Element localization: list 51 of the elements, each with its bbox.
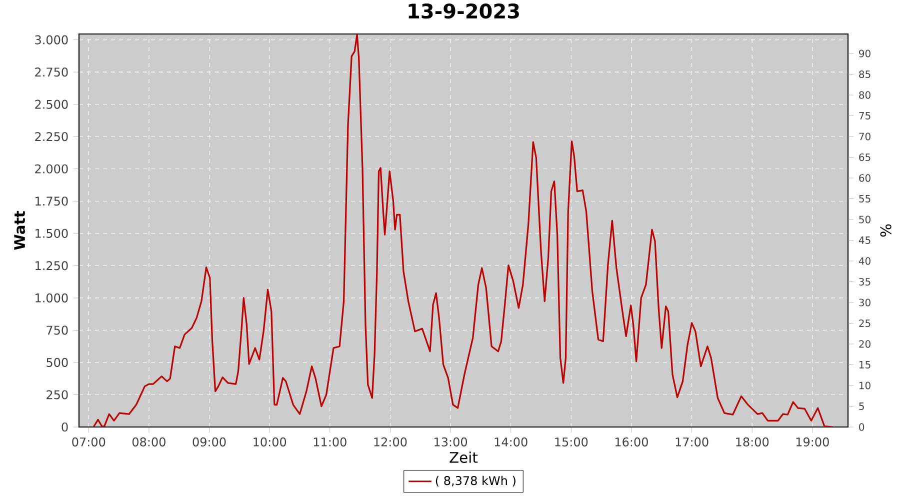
y2-tick-label: 30 (859, 298, 870, 306)
x-tick-label: 10:00 (254, 437, 286, 446)
x-tick-label: 08:00 (132, 437, 166, 446)
x-tick-label: 16:00 (616, 437, 648, 446)
legend-label: ( 8,378 kWh ) (436, 476, 516, 487)
y2-tick-label: 20 (859, 340, 870, 348)
y-axis-title: Watt (14, 211, 26, 250)
x-tick-label: 07:00 (72, 437, 106, 446)
chart-title: 13-9-2023 (408, 3, 519, 19)
y2-tick-label: 40 (858, 257, 870, 265)
y2-tick-label: 50 (859, 216, 870, 224)
y2-axis-title: % (880, 224, 892, 237)
y-tick-label: 500 (46, 358, 68, 368)
y-tick-label: 1.000 (36, 293, 68, 302)
y-tick-label: 2.750 (35, 68, 68, 77)
y-tick-label: 750 (46, 326, 68, 335)
y-tick-label: 1.750 (36, 196, 68, 206)
y2-tick-label: 65 (859, 153, 870, 162)
y-tick-label: 2.500 (35, 100, 68, 109)
y-tick-label: 1.500 (36, 228, 68, 238)
y2-tick-label: 70 (859, 132, 870, 140)
y2-tick-label: 85 (859, 70, 870, 78)
y2-tick-label: 10 (860, 382, 870, 390)
y-tick-label: 2.250 (35, 132, 68, 142)
y-tick-label: 3.000 (35, 35, 68, 44)
x-tick-label: 09:00 (192, 437, 226, 446)
y2-tick-label: 0 (859, 423, 864, 431)
y-tick-label: 2.000 (35, 164, 68, 174)
y2-tick-label: 60 (859, 174, 870, 182)
y2-tick-label: 35 (859, 278, 870, 286)
y2-tick-label: 45 (858, 236, 870, 244)
line-series (92, 34, 834, 427)
x-tick-label: 19:00 (796, 437, 829, 446)
y2-tick-label: 80 (859, 91, 870, 99)
y2-tick-label: 55 (859, 195, 870, 202)
x-tick-label: 11:00 (314, 437, 346, 446)
y2-tick-label: 25 (859, 319, 870, 328)
y-tick-label: 0 (62, 422, 68, 432)
y-tick-label: 250 (46, 390, 68, 400)
x-tick-label: 14:00 (494, 437, 528, 446)
y2-tick-label: 75 (859, 112, 870, 120)
x-tick-label: 18:00 (736, 437, 769, 446)
x-tick-label: 13:00 (434, 437, 468, 446)
y2-tick-label: 5 (859, 402, 864, 410)
x-axis-title: Zeit (450, 452, 478, 463)
x-tick-label: 12:00 (374, 437, 407, 446)
x-tick-label: 15:00 (555, 437, 588, 446)
y2-tick-label: 90 (859, 50, 870, 58)
x-tick-label: 17:00 (676, 437, 708, 446)
y-tick-label: 1.250 (36, 261, 68, 270)
y2-tick-label: 15 (860, 361, 870, 368)
